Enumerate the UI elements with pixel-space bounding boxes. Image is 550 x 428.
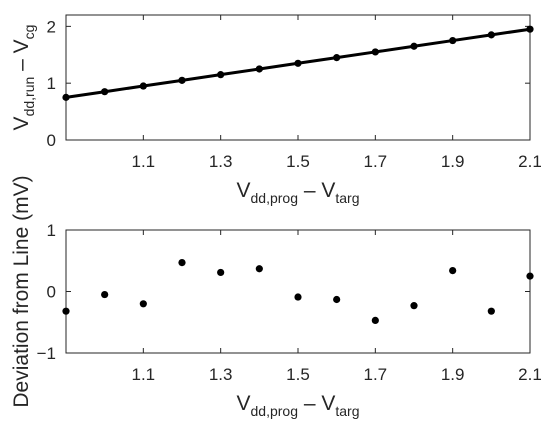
x-axis-label-sub: dd,prog <box>251 403 298 419</box>
x-tick-label: 1.1 <box>132 152 156 171</box>
line-point <box>62 93 70 101</box>
y-tick-label: 1 <box>47 221 56 240</box>
x-axis-label-sub2: targ <box>335 403 359 419</box>
scatter-point <box>62 307 70 315</box>
x-tick-label: 2.1 <box>518 152 542 171</box>
y-axis-label: Deviation from Line (mV) <box>10 175 33 407</box>
x-tick-label: 2.1 <box>518 365 542 384</box>
x-axis-label-sub: dd,prog <box>251 190 298 206</box>
line-point <box>217 71 225 79</box>
scatter-point <box>294 293 302 301</box>
scatter-point <box>217 268 225 277</box>
scatter-point <box>526 272 534 280</box>
scatter-point <box>449 266 457 275</box>
x-axis-label: Vdd,prog – Vtarg <box>237 179 360 206</box>
y-tick-label: 2 <box>47 17 56 36</box>
line-point <box>371 48 379 56</box>
line-point <box>139 82 147 90</box>
y-axis-label: Vdd,run – Vcg <box>10 25 37 131</box>
line-point <box>294 59 302 67</box>
y-tick-label: −1 <box>37 344 56 363</box>
axes-box <box>65 229 531 354</box>
x-tick-label: 1.7 <box>364 365 388 384</box>
x-tick-label: 1.3 <box>209 152 233 171</box>
x-axis-label: Vdd,prog – Vtarg <box>237 392 360 419</box>
scatter-point <box>101 290 109 299</box>
line-point <box>255 65 263 73</box>
x-axis-label-main: V <box>237 179 251 202</box>
line-point <box>449 36 457 45</box>
scatter-point <box>333 295 341 304</box>
scatter-point <box>178 258 186 267</box>
line-point <box>410 42 418 50</box>
y-axis-label-main: V <box>10 116 33 130</box>
scatter-point <box>487 307 495 315</box>
x-tick-label: 1.1 <box>132 365 156 384</box>
line-point <box>101 88 109 96</box>
scatter-point <box>139 300 147 308</box>
y-tick-label: 1 <box>47 74 56 93</box>
x-tick-label: 1.9 <box>441 365 465 384</box>
x-axis-label-sub2: targ <box>335 190 359 206</box>
scatter-point <box>410 302 418 310</box>
x-tick-label: 1.5 <box>286 152 310 171</box>
x-tick-label: 1.3 <box>209 365 233 384</box>
axes-box <box>65 14 531 141</box>
y-axis-label-sub: dd,run <box>21 77 37 117</box>
x-tick-label: 1.7 <box>364 152 388 171</box>
scatter-point <box>371 316 379 325</box>
line-point <box>526 25 534 33</box>
x-tick-label: 1.5 <box>286 365 310 384</box>
y-tick-label: 0 <box>47 283 56 302</box>
x-tick-label: 1.9 <box>441 152 465 171</box>
scatter-point <box>255 265 263 273</box>
line-point <box>178 76 186 84</box>
line-point <box>333 54 341 62</box>
x-axis-label-mid: – V <box>298 179 335 202</box>
x-axis-label-main: V <box>237 392 251 415</box>
x-axis-label-mid: – V <box>298 392 335 415</box>
y-tick-label: 0 <box>47 131 56 150</box>
y-axis-label-mid: – V <box>10 39 33 76</box>
line-point <box>487 31 495 39</box>
y-axis-label-sub2: cg <box>21 25 37 40</box>
